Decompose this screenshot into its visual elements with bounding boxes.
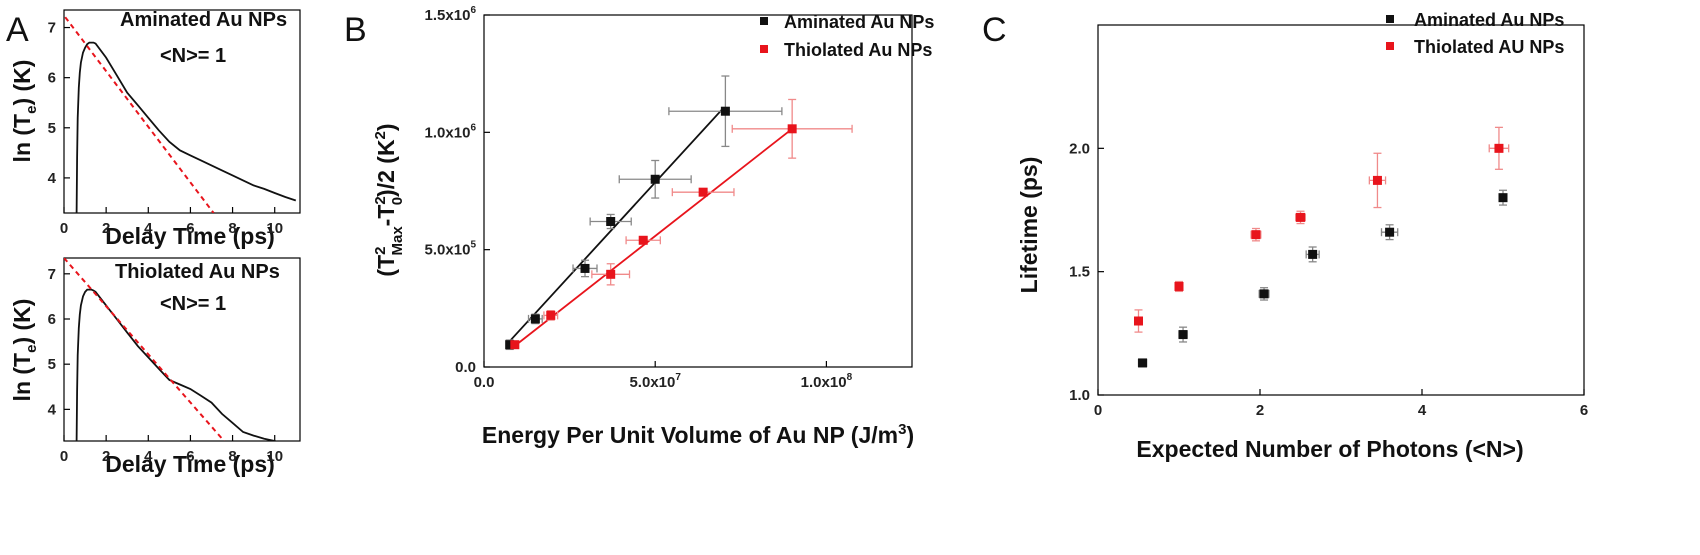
plot-frame	[483, 14, 913, 368]
annotation-line2: <N>= 1	[160, 293, 226, 315]
x-tick-label: 0	[60, 448, 68, 465]
data-point	[546, 310, 556, 320]
panel-c: C Expected Number of Photons (<N>) Lifet…	[982, 10, 1588, 462]
y-axis-label: ln (Te) (K)	[9, 299, 40, 402]
legend-marker-aminated	[760, 17, 768, 25]
y-tick-label: 5	[48, 356, 56, 373]
data-point	[1296, 212, 1305, 222]
legend-label-thiolated: Thiolated AU NPs	[1414, 37, 1564, 57]
data-point	[638, 235, 648, 245]
data-point	[510, 340, 520, 350]
y-tick-label: 1.0x106	[425, 122, 477, 141]
y-tick-label: 5	[48, 120, 56, 137]
data-point	[650, 174, 660, 184]
data-point	[1134, 316, 1143, 326]
data-point	[1178, 330, 1188, 340]
x-tick-label: 8	[228, 448, 236, 465]
panel-label-c: C	[982, 11, 1007, 49]
data-point	[580, 263, 590, 273]
x-tick-label: 10	[266, 220, 283, 237]
annotation-line2: <N>= 1	[160, 45, 226, 67]
data-point	[505, 340, 515, 350]
x-tick-label: 6	[1580, 402, 1588, 419]
x-axis-label: Delay Time (ps)	[105, 223, 275, 249]
data-point	[1498, 193, 1508, 203]
y-tick-label: 1.0	[1069, 387, 1090, 404]
data-point	[720, 106, 730, 116]
y-tick-label: 1.5x106	[425, 5, 477, 24]
legend-label-aminated: Aminated Au NPs	[784, 12, 934, 32]
y-tick-label: 5.0x105	[425, 240, 477, 259]
panel-a-top: A Aminated Au NPs <N>= 1 Delay Time (ps)…	[6, 9, 301, 249]
panel-b: B Energy Per Unit Volume of Au NP (J/m3)…	[344, 5, 934, 448]
x-tick-label: 6	[186, 220, 194, 237]
plot-frame	[63, 257, 301, 442]
y-tick-label: 7	[48, 266, 56, 283]
data-point	[606, 217, 616, 227]
x-tick-label: 2	[1256, 402, 1264, 419]
y-tick-label: 6	[48, 70, 56, 87]
x-tick-label: 4	[1418, 402, 1427, 419]
decay-curve	[75, 288, 279, 441]
fit-line	[514, 128, 793, 347]
x-tick-label: 10	[266, 448, 283, 465]
x-tick-label: 5.0x107	[629, 372, 681, 391]
y-tick-label: 2.0	[1069, 140, 1090, 157]
x-tick-label: 2	[102, 220, 110, 237]
legend-label-thiolated: Thiolated Au NPs	[784, 40, 932, 60]
fit-line-dashed	[64, 258, 225, 441]
x-tick-label: 0	[60, 220, 68, 237]
fit-line	[509, 107, 725, 342]
legend-marker-aminated	[1386, 15, 1394, 23]
y-tick-label: 4	[48, 170, 57, 187]
data-point	[1251, 230, 1261, 240]
x-axis-label: Energy Per Unit Volume of Au NP (J/m3)	[482, 421, 914, 448]
x-tick-label: 0	[1094, 402, 1102, 419]
x-tick-label: 8	[228, 220, 236, 237]
legend-marker-thiolated	[1386, 42, 1394, 50]
panel-label-b: B	[344, 11, 367, 49]
x-tick-label: 6	[186, 448, 194, 465]
annotation-line1: Thiolated Au NPs	[115, 261, 280, 283]
y-tick-label: 7	[48, 20, 56, 37]
data-point	[1138, 358, 1148, 368]
plot-frame	[1097, 24, 1585, 396]
legend: Aminated Au NPs Thiolated Au NPs	[760, 12, 934, 60]
x-tick-label: 0.0	[474, 374, 495, 391]
data-point	[1308, 249, 1318, 259]
annotation-line1: Aminated Au NPs	[120, 9, 287, 31]
x-axis-label: Delay Time (ps)	[105, 451, 275, 477]
x-tick-label: 4	[144, 220, 153, 237]
y-tick-label: 1.5	[1069, 264, 1090, 281]
data-point	[698, 187, 708, 197]
x-tick-label: 1.0x108	[801, 372, 853, 391]
y-tick-label: 0.0	[455, 359, 476, 376]
x-tick-label: 4	[144, 448, 153, 465]
data-point	[606, 269, 616, 279]
x-axis-label: Expected Number of Photons (<N>)	[1136, 436, 1523, 462]
panel-label-a: A	[6, 11, 29, 49]
y-tick-label: 6	[48, 311, 56, 328]
plot-frame	[63, 9, 301, 214]
y-axis-label: Lifetime (ps)	[1016, 157, 1042, 294]
legend: Aminated Au NPs Thiolated AU NPs	[1386, 10, 1564, 57]
data-point	[530, 314, 540, 324]
data-point	[1385, 227, 1395, 237]
decay-curve	[75, 41, 297, 213]
x-tick-label: 2	[102, 448, 110, 465]
legend-marker-thiolated	[760, 45, 768, 53]
data-point	[1494, 143, 1504, 153]
data-point	[1174, 281, 1184, 291]
y-axis-label: (T2Max-T20)/2 (K2)	[372, 123, 406, 276]
legend-label-aminated: Aminated Au NPs	[1414, 10, 1564, 30]
panel-a-bottom: Thiolated Au NPs <N>= 1 Delay Time (ps) …	[9, 257, 301, 477]
y-axis-label: ln (Te) (K)	[9, 60, 40, 163]
data-point	[1259, 289, 1269, 299]
data-point	[1372, 175, 1382, 185]
y-tick-label: 4	[48, 401, 57, 418]
fit-line-dashed	[64, 13, 215, 213]
data-point	[787, 124, 797, 134]
